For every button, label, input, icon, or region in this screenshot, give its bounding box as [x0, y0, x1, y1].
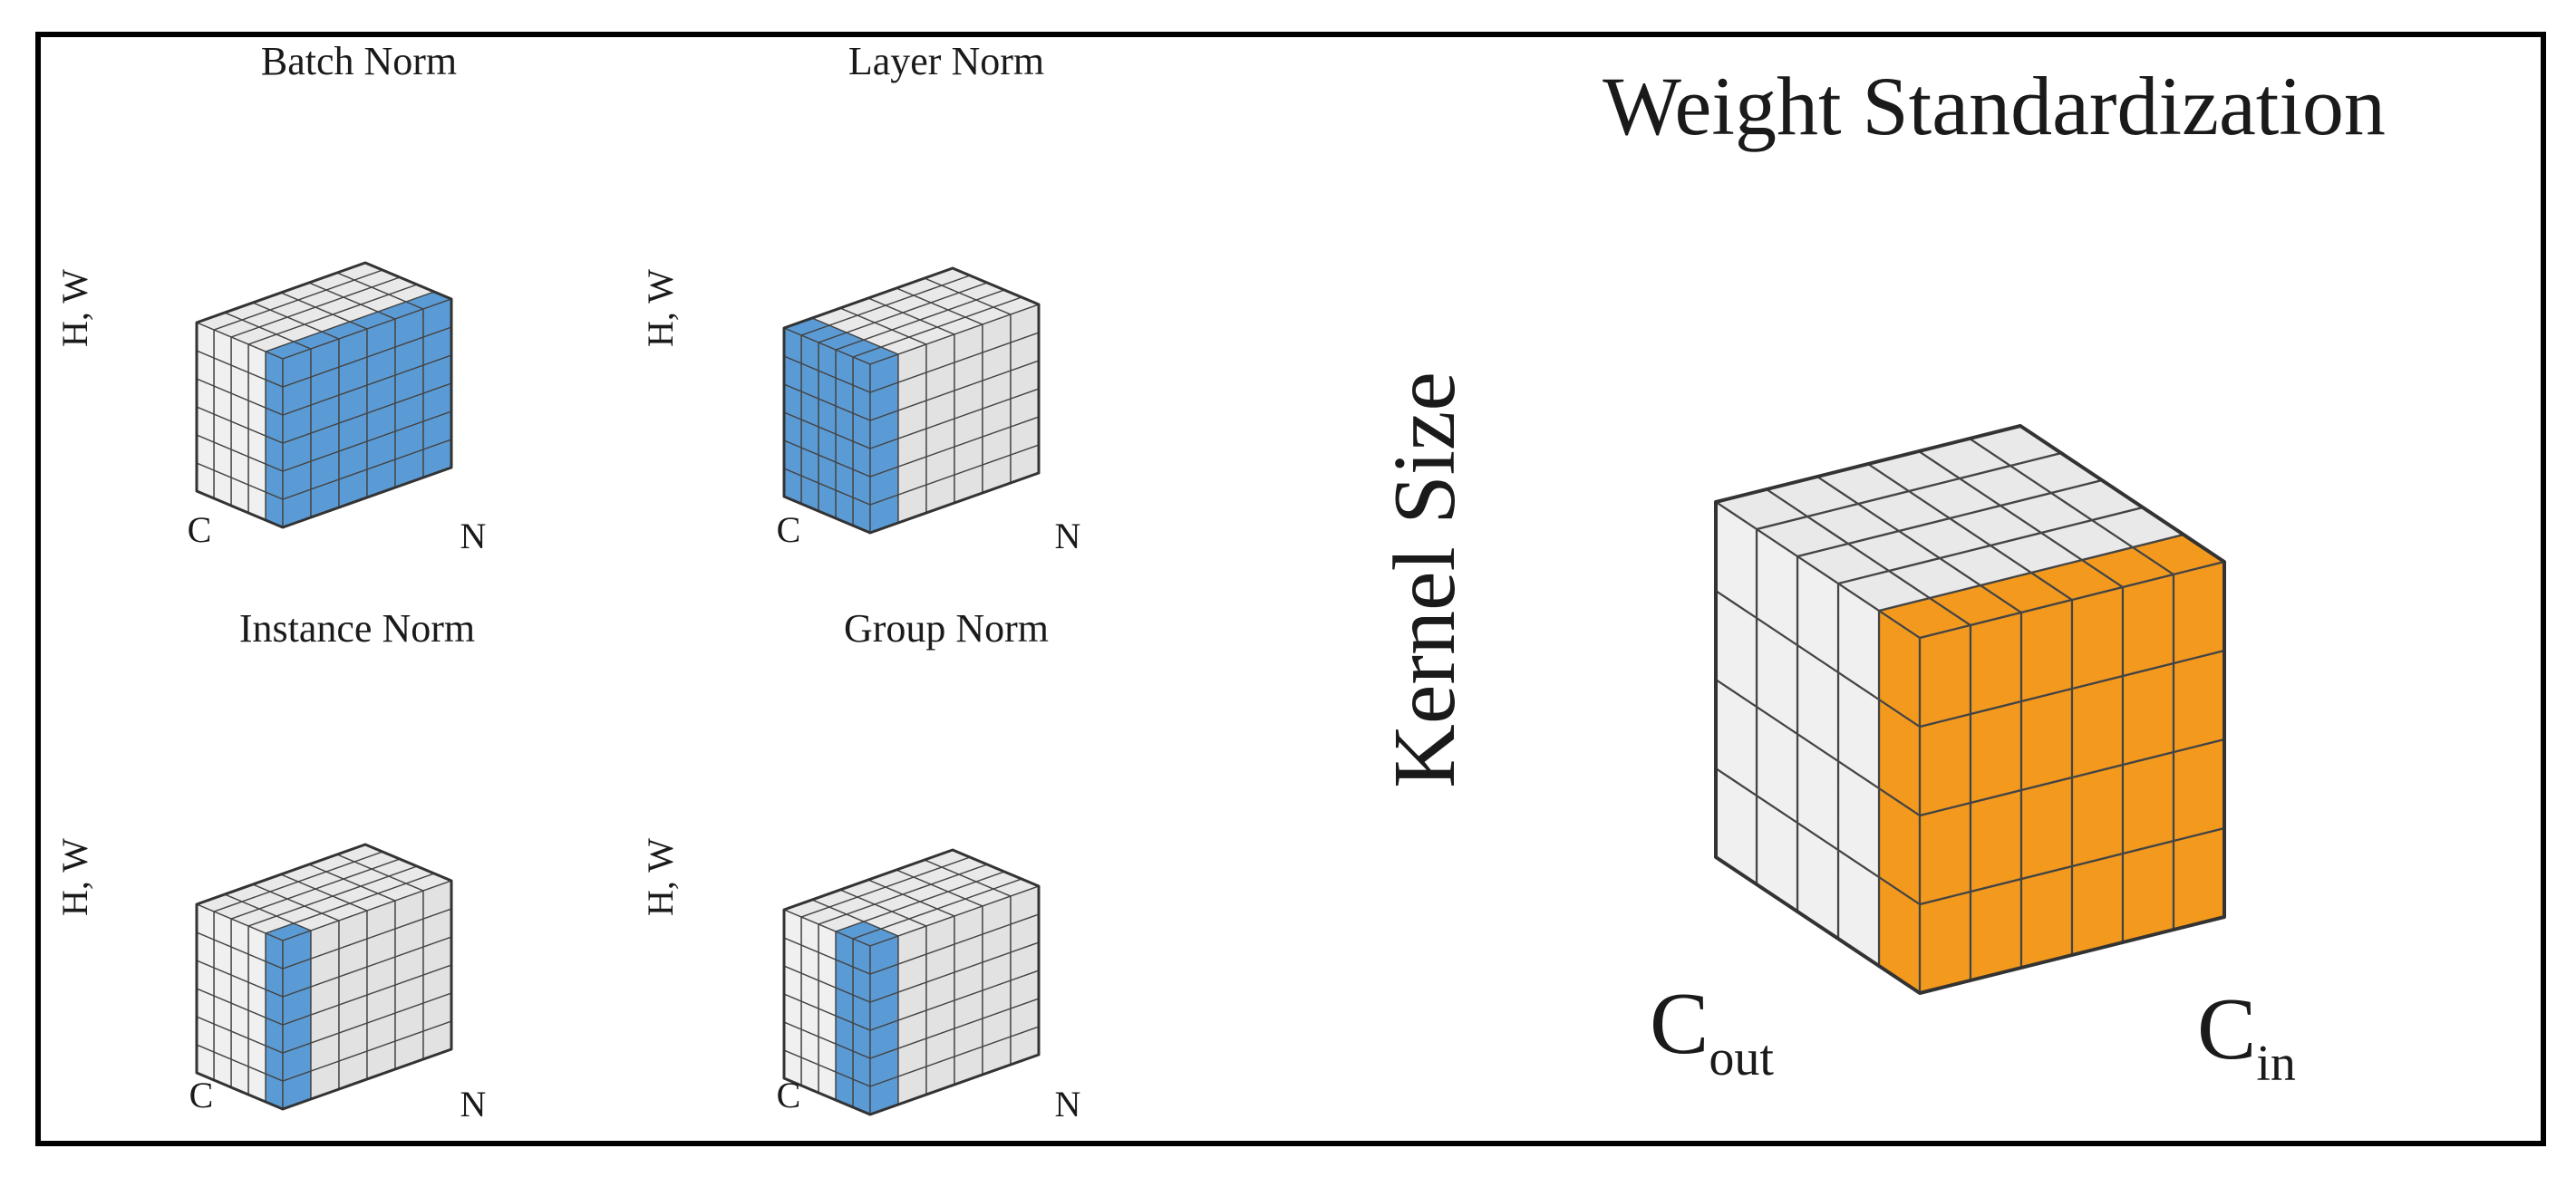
- layer-norm-n-label: N: [1055, 516, 1081, 556]
- right-cell-normalized: [1969, 788, 2023, 893]
- weight-standardization-title: Weight Standardization: [1603, 60, 2386, 152]
- layer-norm-cube: [782, 266, 1041, 535]
- batch-norm-cube: [195, 261, 453, 529]
- batch-norm-n-label: N: [460, 516, 487, 556]
- group-norm-n-label: N: [1055, 1084, 1081, 1124]
- layer-norm-hw-label: H, W: [640, 269, 681, 347]
- batch-norm-hw-label: H, W: [54, 269, 95, 347]
- group-norm-cube: [782, 848, 1041, 1116]
- cube-outline: [195, 261, 453, 529]
- right-cell-normalized: [1918, 890, 1972, 995]
- instance-norm-n-label: N: [460, 1084, 487, 1124]
- right-cell-normalized: [2121, 661, 2175, 767]
- right-cell-normalized: [1969, 611, 2023, 716]
- right-cell-normalized: [1918, 712, 1972, 817]
- batch-norm-c-label: C: [188, 509, 212, 550]
- right-cell-normalized: [2172, 649, 2226, 754]
- right-cell-normalized: [2019, 598, 2074, 703]
- right-cell-normalized: [2121, 573, 2175, 678]
- right-cell-normalized: [2070, 674, 2125, 779]
- right-cell-normalized: [2121, 839, 2175, 944]
- cube-outline: [782, 848, 1041, 1116]
- right-cell-normalized: [2019, 864, 2074, 970]
- instance-norm-c-label: C: [189, 1075, 214, 1115]
- cube-outline: [782, 266, 1041, 535]
- weight-standardization-cube: [1714, 424, 2226, 995]
- right-cell-normalized: [2172, 826, 2226, 931]
- layer-norm-title: Layer Norm: [848, 39, 1044, 83]
- right-cell-normalized: [1918, 623, 1972, 729]
- right-cell-normalized: [2121, 750, 2175, 855]
- right-cell-normalized: [2070, 852, 2125, 957]
- instance-norm-hw-label: H, W: [54, 838, 95, 916]
- right-cell-normalized: [2070, 763, 2125, 868]
- layer-norm-c-label: C: [777, 509, 801, 550]
- right-cell-normalized: [2019, 687, 2074, 792]
- right-cell-normalized: [1918, 801, 1972, 906]
- group-norm-hw-label: H, W: [640, 838, 681, 916]
- batch-norm-title: Batch Norm: [261, 39, 457, 83]
- c-in-label: Cin: [2197, 980, 2296, 1092]
- right-cell-normalized: [1969, 700, 2023, 805]
- right-cell-normalized: [2070, 585, 2125, 690]
- instance-norm-cube: [195, 843, 453, 1111]
- right-cell-normalized: [2019, 776, 2074, 881]
- right-cell-normalized: [1969, 877, 2023, 982]
- right-cell-normalized: [2172, 560, 2226, 665]
- kernel-size-label: Kernel Size: [1376, 372, 1474, 788]
- cube-outline: [1714, 424, 2226, 995]
- right-cell-normalized: [2172, 738, 2226, 843]
- group-norm-c-label: C: [777, 1075, 801, 1115]
- group-norm-title: Group Norm: [844, 606, 1049, 651]
- cube-outline: [195, 843, 453, 1111]
- instance-norm-title: Instance Norm: [239, 606, 475, 651]
- c-out-label: Cout: [1650, 975, 1774, 1086]
